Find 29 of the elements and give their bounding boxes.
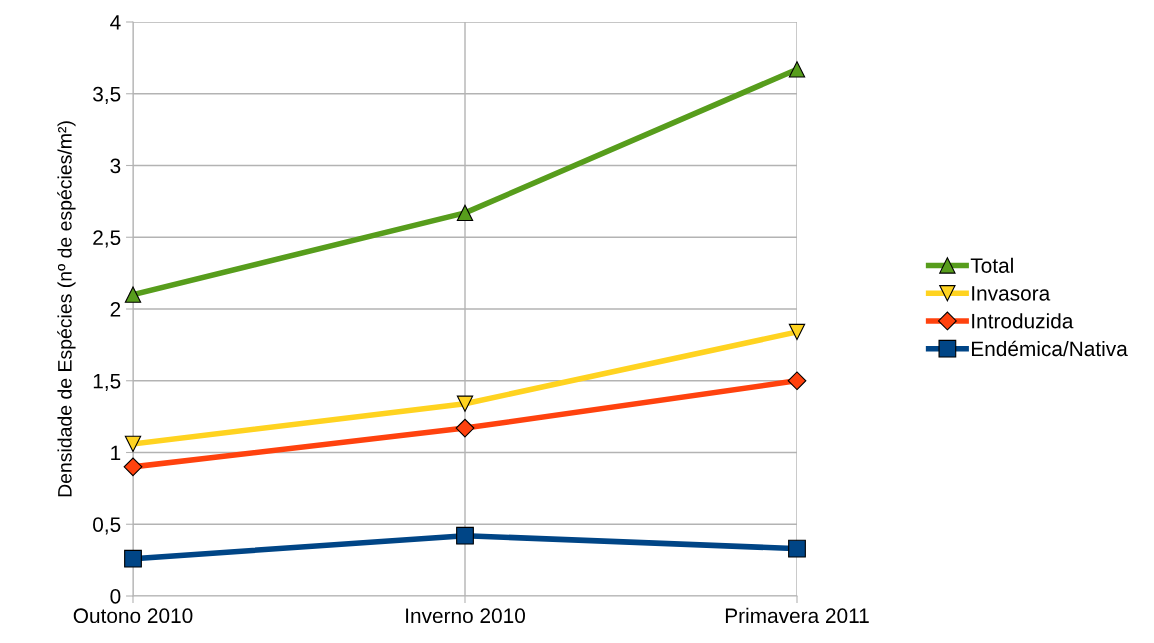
point (124, 549, 142, 568)
y-tick-label: 1 (111, 445, 121, 461)
legend-label: Invasora (972, 286, 1051, 301)
legend-label: Total (970, 257, 1013, 273)
y-tick-label: 1,5 (93, 373, 121, 391)
y-axis-title: Densidade de Espécies (nº de espécies/m²) (57, 121, 76, 497)
y-tick-label: 2,5 (93, 230, 121, 248)
point (124, 435, 142, 453)
y-tick-label: 2 (110, 302, 121, 317)
legend-label: Endémica/Nativa (972, 340, 1128, 357)
point (456, 395, 474, 412)
point (124, 286, 142, 303)
point (787, 371, 807, 391)
point (788, 539, 806, 558)
x-tick-label: Inverno 2010 (406, 608, 525, 624)
y-tick-label: 4 (110, 15, 121, 30)
y-tick-label: 3,5 (93, 86, 121, 104)
legend-label: Introduzida (972, 313, 1074, 329)
y-tick-label: 0 (110, 589, 121, 604)
point (455, 418, 475, 438)
point (456, 526, 474, 545)
point (456, 204, 474, 222)
point (788, 323, 806, 341)
y-tick-label: 0,5 (93, 517, 121, 535)
point (123, 457, 143, 477)
point (788, 61, 806, 78)
x-tick-label: Outono 2010 (73, 608, 193, 624)
x-tick-label: Primavera 2011 (725, 607, 869, 624)
y-tick-label: 3 (110, 158, 121, 174)
